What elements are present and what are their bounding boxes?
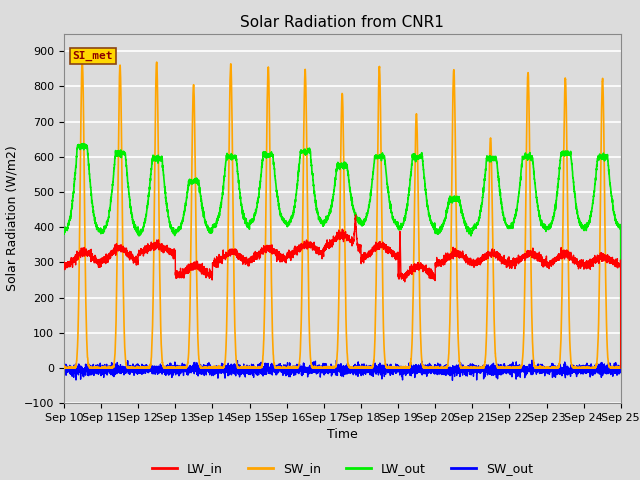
SW_in bbox=[79, 58, 86, 63]
LW_in bbox=[436, 258, 444, 264]
Title: Solar Radiation from CNR1: Solar Radiation from CNR1 bbox=[241, 15, 444, 30]
SW_in bbox=[617, 365, 625, 371]
LW_out bbox=[322, 219, 330, 225]
Line: SW_out: SW_out bbox=[64, 360, 621, 380]
SW_out bbox=[322, 365, 330, 371]
Line: LW_in: LW_in bbox=[64, 215, 621, 368]
SW_out bbox=[499, 371, 507, 377]
LW_in bbox=[616, 264, 624, 270]
SW_out bbox=[436, 370, 444, 376]
SW_in bbox=[499, 365, 507, 371]
LW_in bbox=[160, 249, 168, 254]
LW_in bbox=[352, 212, 360, 218]
Line: LW_out: LW_out bbox=[64, 144, 621, 368]
LW_out bbox=[616, 222, 624, 228]
SW_out bbox=[616, 370, 624, 375]
SW_out bbox=[617, 365, 625, 371]
SW_out bbox=[160, 369, 168, 375]
SW_in bbox=[467, 364, 475, 370]
SW_in bbox=[161, 365, 168, 371]
LW_out bbox=[60, 228, 68, 233]
SW_in bbox=[322, 365, 330, 371]
SW_in bbox=[436, 365, 444, 371]
LW_in bbox=[467, 258, 475, 264]
X-axis label: Time: Time bbox=[327, 429, 358, 442]
LW_out bbox=[79, 141, 87, 146]
LW_out bbox=[161, 178, 168, 184]
LW_out bbox=[467, 230, 475, 236]
Legend: LW_in, SW_in, LW_out, SW_out: LW_in, SW_in, LW_out, SW_out bbox=[147, 457, 538, 480]
SW_out bbox=[528, 357, 536, 363]
SW_out bbox=[60, 369, 68, 374]
SW_in bbox=[60, 365, 68, 371]
LW_out bbox=[436, 224, 444, 229]
LW_in bbox=[322, 242, 330, 248]
SW_out bbox=[467, 363, 475, 369]
Y-axis label: Solar Radiation (W/m2): Solar Radiation (W/m2) bbox=[5, 145, 19, 291]
LW_in bbox=[617, 365, 625, 371]
Text: SI_met: SI_met bbox=[72, 51, 113, 61]
SW_out bbox=[449, 377, 456, 383]
LW_out bbox=[617, 365, 625, 371]
SW_in bbox=[616, 365, 624, 371]
LW_in bbox=[60, 259, 68, 265]
LW_out bbox=[499, 210, 507, 216]
Line: SW_in: SW_in bbox=[64, 60, 621, 368]
LW_in bbox=[499, 260, 507, 265]
